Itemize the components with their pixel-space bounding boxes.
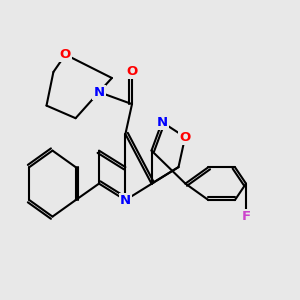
Text: O: O bbox=[60, 48, 71, 61]
Text: N: N bbox=[93, 85, 105, 99]
Text: F: F bbox=[242, 210, 250, 223]
Text: O: O bbox=[126, 65, 138, 78]
Text: O: O bbox=[179, 130, 191, 144]
Text: N: N bbox=[156, 116, 168, 129]
Text: N: N bbox=[120, 194, 131, 207]
